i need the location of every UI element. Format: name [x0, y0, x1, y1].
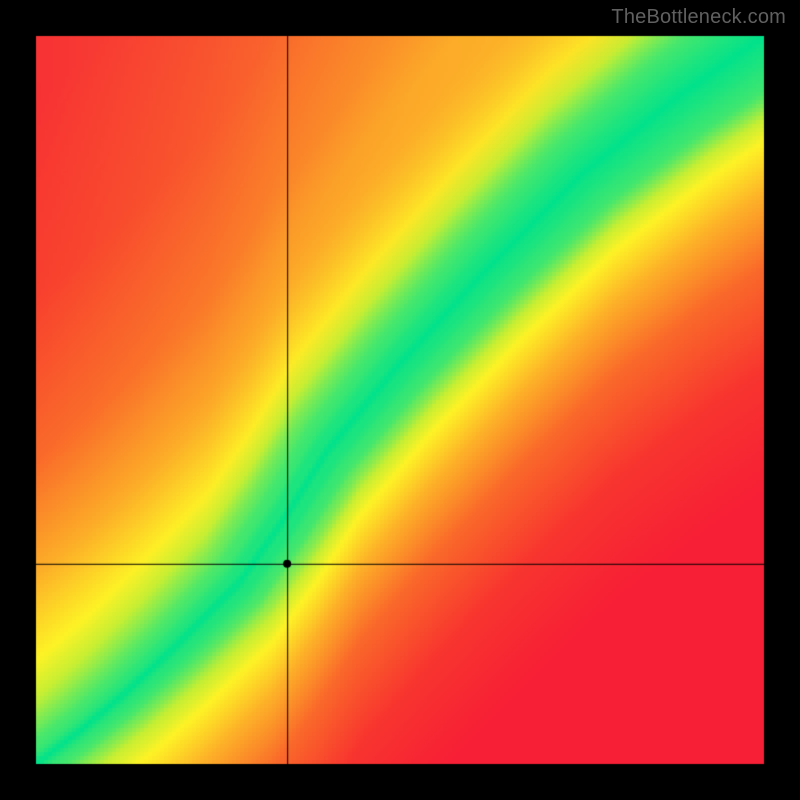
heatmap-canvas — [0, 0, 800, 800]
chart-container: TheBottleneck.com — [0, 0, 800, 800]
watermark-text: TheBottleneck.com — [611, 6, 786, 29]
